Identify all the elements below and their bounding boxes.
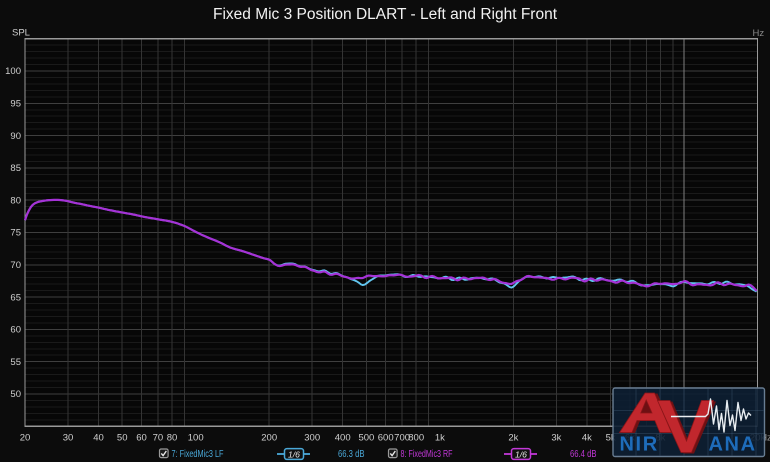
svg-text:ANA: ANA — [709, 434, 757, 456]
svg-text:600: 600 — [378, 433, 394, 444]
svg-text:SPL: SPL — [12, 28, 30, 39]
svg-text:70: 70 — [10, 260, 21, 271]
svg-text:75: 75 — [10, 228, 21, 239]
svg-text:Hz: Hz — [753, 28, 765, 39]
svg-text:3k: 3k — [551, 433, 561, 444]
svg-text:8: FixedMic3 RF: 8: FixedMic3 RF — [401, 449, 453, 460]
svg-text:80: 80 — [167, 433, 178, 444]
svg-text:800: 800 — [408, 433, 424, 444]
svg-text:Fixed Mic 3 Position DLART - L: Fixed Mic 3 Position DLART - Left and Ri… — [213, 6, 558, 23]
svg-text:50: 50 — [117, 433, 128, 444]
svg-text:500: 500 — [358, 433, 374, 444]
svg-text:300: 300 — [304, 433, 320, 444]
svg-text:1/6: 1/6 — [515, 449, 527, 459]
svg-text:40: 40 — [93, 433, 104, 444]
svg-text:66.4 dB: 66.4 dB — [570, 449, 597, 460]
svg-text:50: 50 — [10, 389, 21, 400]
svg-text:NIR: NIR — [620, 434, 659, 456]
svg-text:700: 700 — [394, 433, 410, 444]
svg-text:4k: 4k — [582, 433, 592, 444]
svg-text:66.3 dB: 66.3 dB — [338, 449, 365, 460]
svg-text:1k: 1k — [435, 433, 445, 444]
svg-text:30: 30 — [63, 433, 74, 444]
svg-text:65: 65 — [10, 292, 21, 303]
svg-text:100: 100 — [5, 66, 21, 77]
svg-text:5k: 5k — [606, 433, 616, 444]
svg-text:60: 60 — [136, 433, 147, 444]
svg-text:85: 85 — [10, 163, 21, 174]
svg-text:7: FixedMic3 LF: 7: FixedMic3 LF — [172, 449, 224, 460]
svg-text:70: 70 — [153, 433, 164, 444]
svg-text:100: 100 — [188, 433, 204, 444]
svg-text:20: 20 — [20, 433, 31, 444]
svg-text:400: 400 — [335, 433, 351, 444]
svg-text:90: 90 — [10, 131, 21, 142]
svg-text:1/6: 1/6 — [288, 449, 300, 459]
svg-text:95: 95 — [10, 99, 21, 110]
svg-text:55: 55 — [10, 357, 21, 368]
svg-text:200: 200 — [261, 433, 277, 444]
svg-text:80: 80 — [10, 195, 21, 206]
svg-text:60: 60 — [10, 325, 21, 336]
svg-text:2k: 2k — [508, 433, 518, 444]
